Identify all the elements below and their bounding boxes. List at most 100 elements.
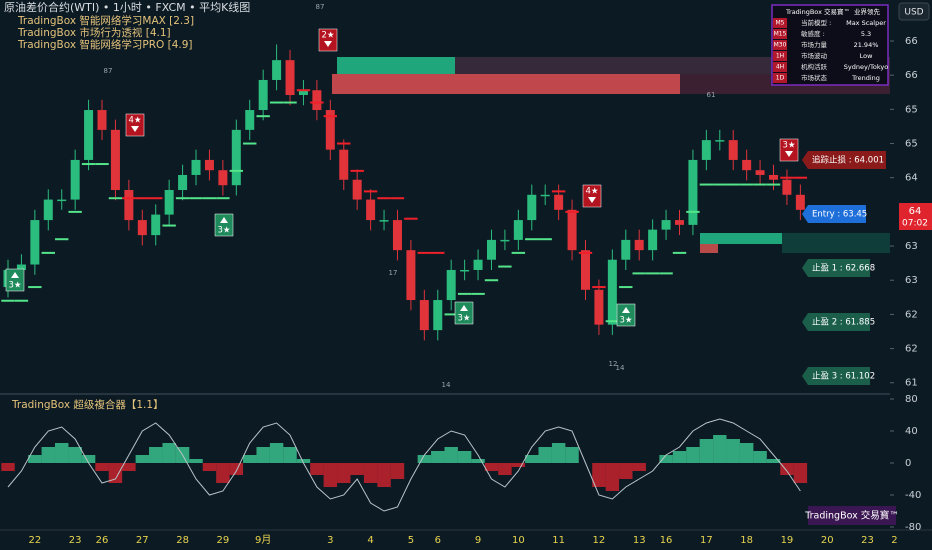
info-table-header: TradingBox 交易寶™ [785, 7, 850, 16]
entry-zone [700, 233, 782, 244]
histogram-bar [108, 463, 123, 483]
level-label: 追踪止损 : 64.001 [812, 155, 884, 166]
candle-body [178, 174, 188, 191]
metric-value: Trending [851, 74, 880, 82]
candle-body [419, 300, 429, 331]
candle-body [554, 194, 564, 210]
signal-box [454, 301, 474, 325]
candle-body [701, 140, 711, 160]
y-tick-label: 80 [905, 394, 918, 405]
timeframe-cell [773, 51, 787, 61]
x-tick-label: 2 [891, 535, 897, 546]
signal-box [125, 113, 145, 137]
stop-zone [700, 244, 718, 253]
y-tick-label: 61 [905, 378, 918, 389]
histogram-bar [659, 455, 673, 463]
x-tick-label: 11 [552, 535, 565, 546]
candle-body [70, 159, 80, 200]
histogram-bar [444, 447, 458, 463]
candle-body [433, 300, 443, 331]
brand-box [808, 506, 896, 525]
peak-label: 14 [616, 364, 625, 372]
metric-name: 市场力量 [801, 40, 828, 49]
x-tick-label: 12 [593, 535, 606, 546]
histogram-bar [417, 455, 432, 463]
signal-label: 3★ [457, 314, 470, 324]
histogram-bar [81, 455, 96, 463]
price-tag [899, 203, 932, 230]
y-tick-label: 64 [905, 173, 918, 184]
signal-label: 3★ [619, 316, 632, 326]
info-table-header: 业界领先 [854, 7, 881, 16]
y-tick-label: 66 [905, 36, 918, 47]
info-table-frame [771, 4, 889, 86]
metric-value: 21.94% [854, 41, 879, 49]
level-tag [802, 367, 870, 385]
candle-body [137, 220, 147, 236]
timeframe-cell [773, 62, 787, 72]
histogram-bar [431, 451, 445, 463]
histogram-bar [619, 463, 633, 479]
candle-body [795, 194, 805, 210]
candle-body [661, 220, 671, 230]
y-tick-label: -40 [905, 490, 921, 501]
histogram-bar [350, 463, 364, 475]
histogram-bar [363, 463, 378, 483]
signal-arrow [131, 126, 139, 132]
signal-label: 4★ [128, 116, 141, 126]
y-tick-label: 63 [905, 241, 918, 252]
candle-body [151, 214, 161, 236]
signal-box [582, 184, 602, 208]
candle-body [204, 159, 214, 171]
histogram-bar [95, 463, 109, 471]
histogram-bar [189, 459, 203, 463]
level-tag [802, 313, 870, 331]
x-tick-label: 19 [781, 535, 794, 546]
histogram-bar [498, 463, 512, 475]
histogram-bar [216, 463, 230, 483]
candle-body [231, 129, 241, 186]
histogram-bar [229, 463, 244, 475]
histogram-bar [605, 463, 620, 491]
info-table: TradingBox 交易寶™ 业界领先 M5 当前模型 : Max Scalper M1… [771, 4, 889, 86]
x-tick-label: 27 [136, 535, 149, 546]
x-tick-label: 13 [633, 535, 646, 546]
signal-box [616, 303, 636, 327]
peak-label: 14 [442, 381, 451, 389]
candle-body [30, 220, 40, 265]
histogram-bar [632, 463, 646, 471]
histogram-bar [1, 463, 15, 471]
y-tick-label: 65 [905, 139, 918, 150]
y-tick-label: 65 [905, 104, 918, 115]
currency-label[interactable]: USD [904, 8, 923, 18]
signal-arrow [11, 272, 19, 278]
metric-value: Low [860, 52, 873, 60]
currency-button[interactable] [898, 2, 930, 21]
signal-arrow [460, 305, 468, 311]
level-label: 止盈 2 : 61.885 [812, 317, 875, 328]
supply-zone [332, 74, 680, 94]
candle-body [446, 269, 456, 301]
indicator-name: TradingBox 智能网络学习PRO [4.9] [17, 38, 193, 51]
y-tick-label: 66 [905, 70, 918, 81]
histogram-bar [538, 447, 552, 463]
histogram-bar [484, 463, 499, 471]
peak-label: 87 [316, 3, 325, 11]
signal-label: 3★ [8, 281, 21, 291]
timeframe-cell [773, 29, 787, 39]
histogram-bar [283, 447, 297, 463]
candle-body [43, 199, 53, 221]
histogram-bar [699, 439, 714, 463]
candle-body [782, 179, 792, 195]
candle-body [97, 110, 107, 130]
timeframe-label: 1H [776, 53, 784, 60]
candle-body [607, 259, 617, 325]
histogram-bar [471, 459, 485, 463]
signal-arrow [622, 307, 630, 313]
signal-box [318, 28, 338, 52]
candle-body [634, 239, 644, 251]
candle-body [715, 140, 725, 142]
candle-body [366, 199, 376, 221]
histogram-bar [672, 451, 687, 463]
